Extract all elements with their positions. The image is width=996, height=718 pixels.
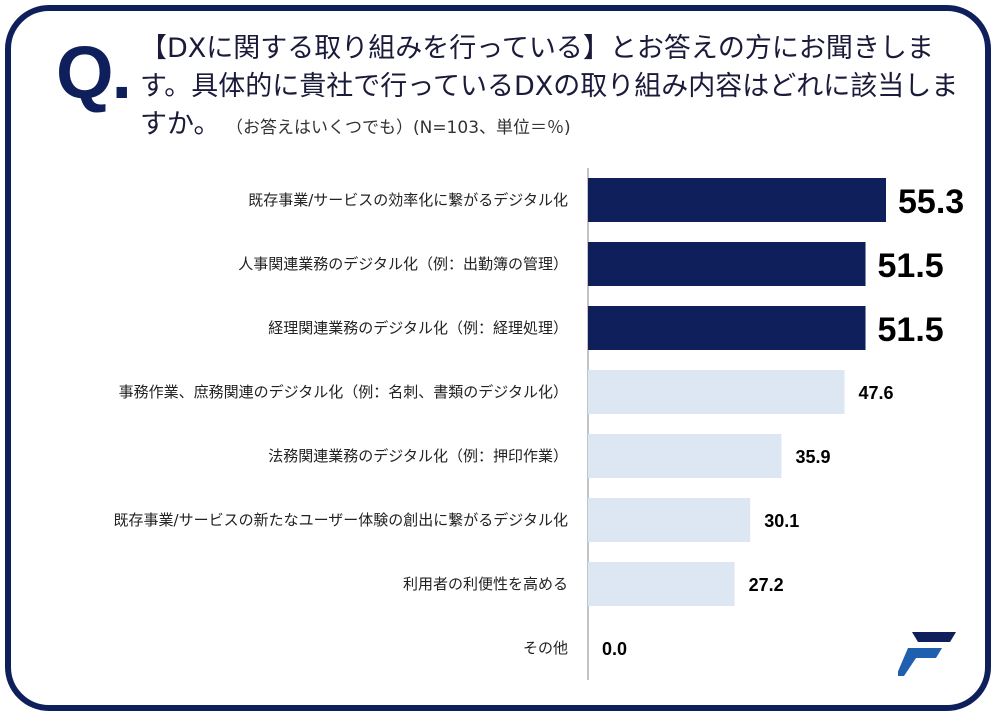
category-label: その他 bbox=[523, 639, 568, 657]
category-label: 事務作業、庶務関連のデジタル化（例：名刺、書類のデジタル化） bbox=[119, 383, 568, 401]
category-label: 人事関連業務のデジタル化（例：出勤簿の管理） bbox=[238, 255, 568, 273]
category-label: 既存事業/サービスの新たなユーザー体験の創出に繋がるデジタル化 bbox=[114, 511, 568, 529]
brand-f-logo-icon bbox=[898, 632, 956, 676]
question-body: 【DXに関する取り組みを行っている】とお答えの方にお聞きします。具体的に貴社で行… bbox=[140, 33, 959, 140]
bar bbox=[588, 178, 886, 222]
bar bbox=[588, 498, 751, 542]
bar bbox=[588, 306, 866, 350]
bar bbox=[588, 370, 845, 414]
value-label: 30.1 bbox=[764, 511, 799, 531]
value-label: 51.5 bbox=[878, 247, 944, 285]
value-label: 27.2 bbox=[749, 575, 784, 595]
question-card bbox=[5, 5, 991, 711]
value-label: 55.3 bbox=[898, 183, 964, 221]
question-note: （お答えはいくつでも）(N=103、単位＝％) bbox=[234, 118, 571, 138]
value-label: 51.5 bbox=[878, 311, 944, 349]
bar bbox=[588, 242, 866, 286]
question-mark: Q. bbox=[56, 31, 132, 114]
question-text: 【DXに関する取り組みを行っている】とお答えの方にお聞きします。具体的に貴社で行… bbox=[140, 30, 970, 147]
category-label: 利用者の利便性を高める bbox=[403, 575, 568, 593]
bar bbox=[588, 434, 782, 478]
value-label: 35.9 bbox=[795, 447, 830, 467]
value-label: 0.0 bbox=[602, 639, 627, 659]
bar bbox=[588, 562, 735, 606]
value-label: 47.6 bbox=[859, 383, 894, 403]
category-label: 経理関連業務のデジタル化（例：経理処理） bbox=[268, 319, 568, 337]
category-label: 法務関連業務のデジタル化（例：押印作業） bbox=[268, 447, 568, 465]
category-label: 既存事業/サービスの効率化に繋がるデジタル化 bbox=[248, 191, 568, 209]
